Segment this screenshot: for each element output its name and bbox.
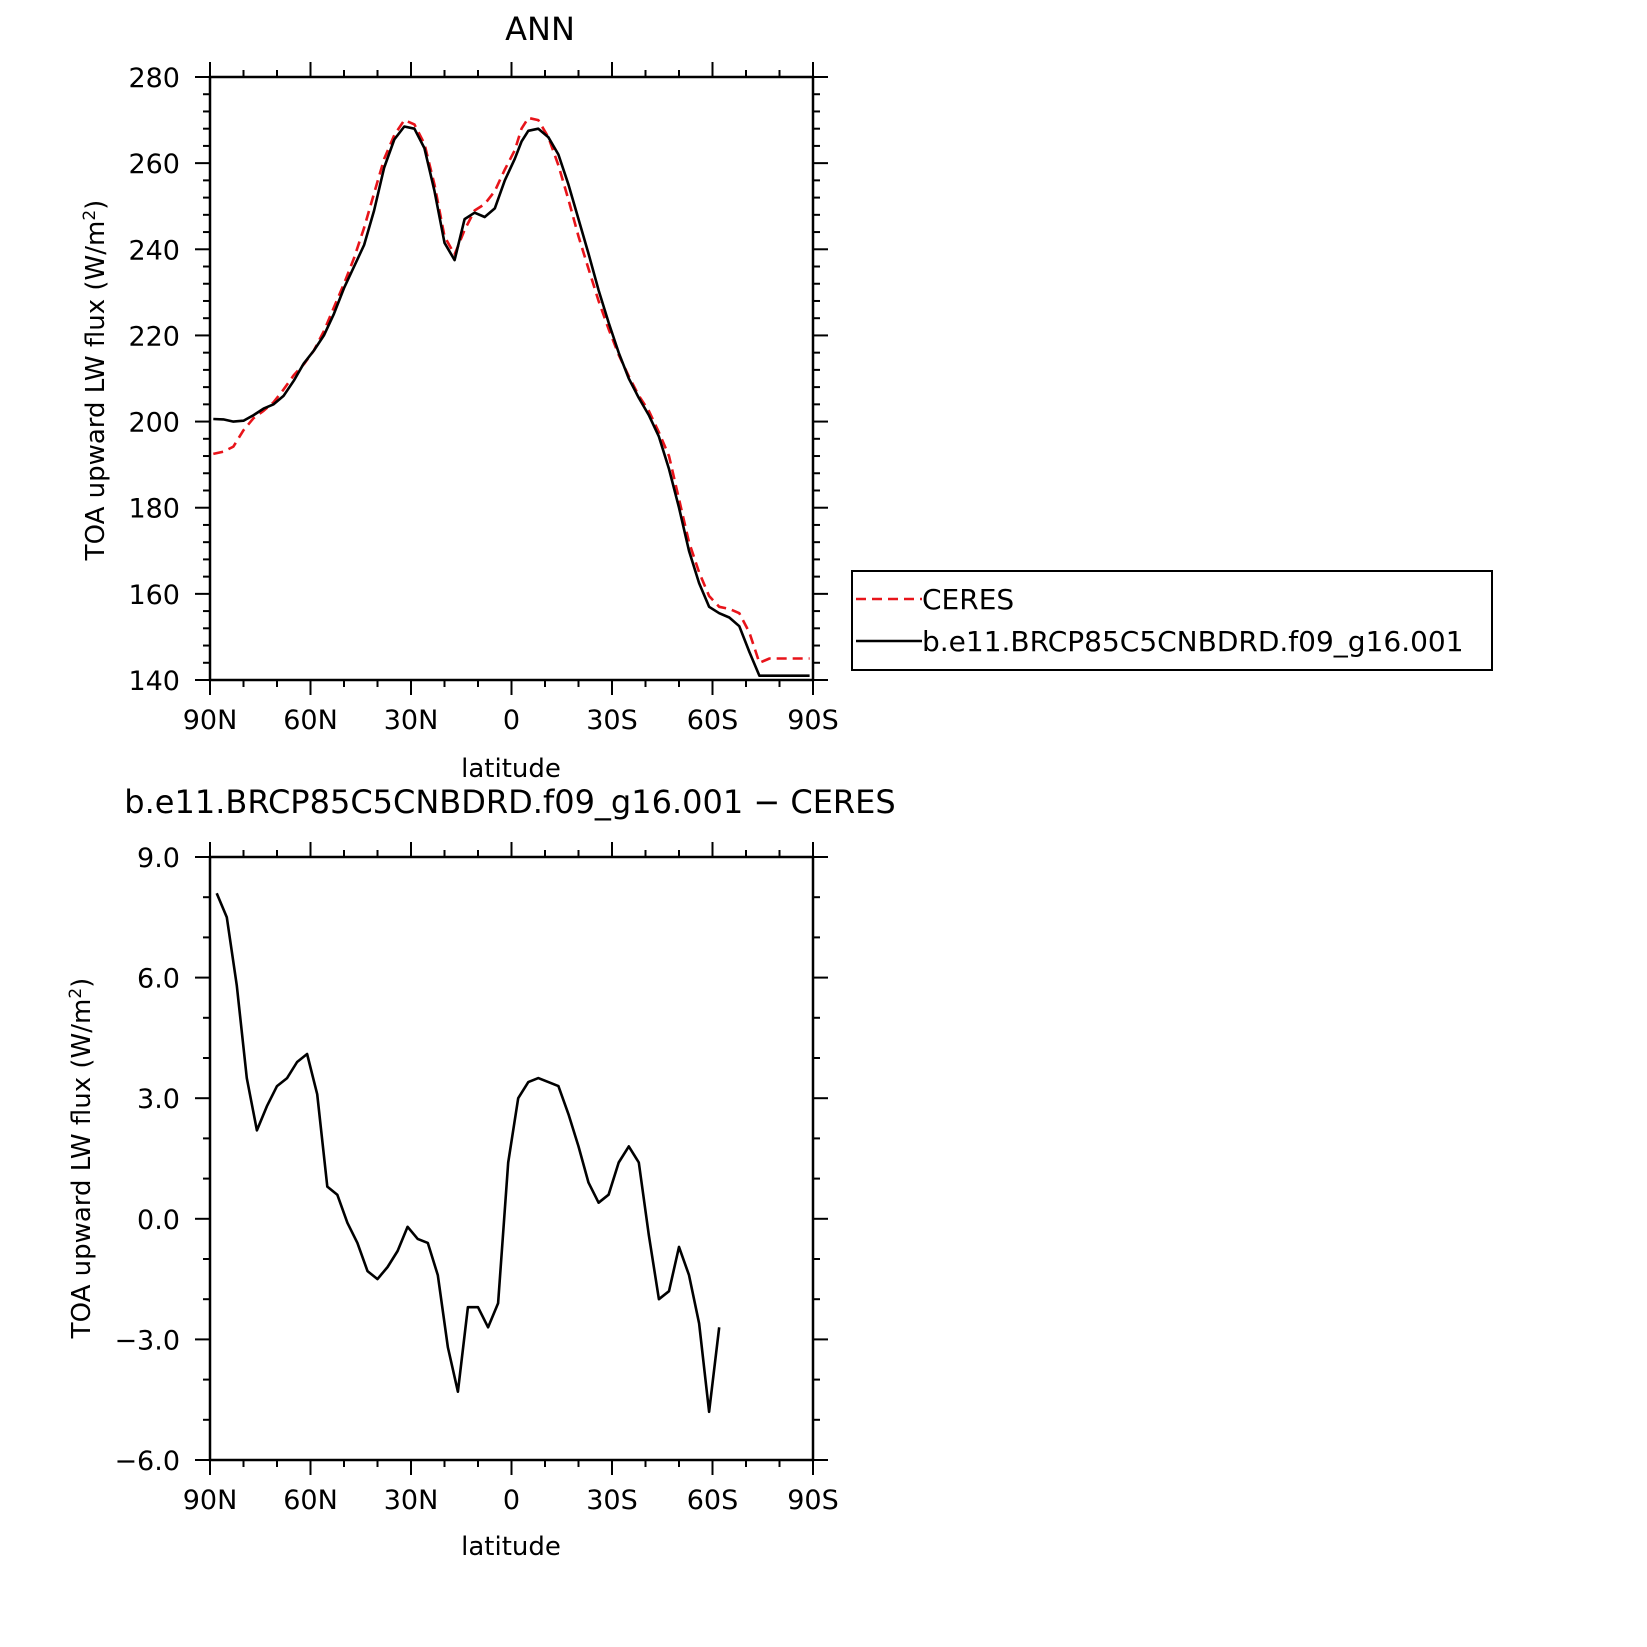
top-y-tick-label: 240 xyxy=(128,235,180,266)
top-series-line-1 xyxy=(213,125,810,678)
bottom-y-tick-label: −3.0 xyxy=(114,1325,180,1356)
bottom-x-axis-title: latitude xyxy=(461,1532,561,1562)
bottom-ticks: 90N 60N 30N 0 30S 60S 90S −6.0 −3.0 0.0 3.0 6.0 9.0 xyxy=(114,842,839,1516)
bottom-y-tick-label: 3.0 xyxy=(137,1084,180,1115)
top-y-tick-label: 140 xyxy=(128,666,180,697)
top-x-tick-label: 30N xyxy=(384,705,439,736)
legend: CERES b.e11.BRCP85C5CNBDRD.f09_g16.001 xyxy=(851,570,1493,671)
top-y-axis-title-superscript: 2 xyxy=(80,210,100,221)
bottom-x-tick-label: 30N xyxy=(384,1485,439,1516)
bottom-x-tick-label: 90N xyxy=(183,1485,238,1516)
bottom-y-axis-title: TOA upward LW flux (W/m2) xyxy=(66,978,97,1340)
top-x-axis-title: latitude xyxy=(461,754,561,784)
top-x-tick-label: 0 xyxy=(503,705,520,736)
top-ticks: 90N 60N 30N 0 30S 60S 90S 140 160 180 200 220 240 260… xyxy=(128,62,839,736)
top-y-tick-label: 280 xyxy=(128,63,180,94)
bottom-series-line-0 xyxy=(215,892,721,1414)
bottom-x-tick-label: 60N xyxy=(283,1485,338,1516)
top-plot-title: ANN xyxy=(505,10,575,48)
top-y-tick-label: 260 xyxy=(128,149,180,180)
bottom-plot-frame xyxy=(208,855,815,1462)
top-x-tick-label: 30S xyxy=(586,705,638,736)
bottom-x-tick-label: 60S xyxy=(687,1485,739,1516)
top-y-tick-label: 200 xyxy=(128,408,180,439)
top-panel: ANN 90N 60N 30N 0 30S 60S 90S 140 160 180 200 220 24… xyxy=(80,10,1493,784)
legend-label-model: b.e11.BRCP85C5CNBDRD.f09_g16.001 xyxy=(922,625,1464,658)
bottom-x-tick-label: 0 xyxy=(503,1485,520,1516)
bottom-panel: b.e11.BRCP85C5CNBDRD.f09_g16.001 − CERES… xyxy=(66,783,896,1562)
legend-label-ceres: CERES xyxy=(922,583,1014,616)
bottom-plot-title: b.e11.BRCP85C5CNBDRD.f09_g16.001 − CERES xyxy=(124,783,895,821)
top-y-tick-label: 160 xyxy=(128,580,180,611)
top-y-tick-label: 180 xyxy=(128,494,180,525)
top-x-tick-label: 90N xyxy=(183,705,238,736)
bottom-x-tick-label: 90S xyxy=(787,1485,839,1516)
top-series-line-0 xyxy=(213,116,810,665)
bottom-y-tick-label: −6.0 xyxy=(114,1446,180,1477)
bottom-y-tick-label: 9.0 xyxy=(137,843,180,874)
top-y-axis-title-main: TOA upward LW flux (W/m xyxy=(81,221,111,562)
bottom-series-group xyxy=(215,892,721,1414)
bottom-y-tick-label: 6.0 xyxy=(137,964,180,995)
top-series-group xyxy=(213,116,810,678)
bottom-y-tick-label: 0.0 xyxy=(137,1205,180,1236)
top-y-axis-title-close: ) xyxy=(81,200,111,210)
bottom-y-axis-title-superscript: 2 xyxy=(66,988,86,999)
bottom-y-axis-title-main: TOA upward LW flux (W/m xyxy=(67,999,97,1340)
top-x-tick-label: 90S xyxy=(787,705,839,736)
top-y-tick-label: 220 xyxy=(128,321,180,352)
top-x-tick-label: 60S xyxy=(687,705,739,736)
bottom-y-axis-title-close: ) xyxy=(67,978,97,988)
legend-box xyxy=(851,570,1493,671)
top-x-tick-label: 60N xyxy=(283,705,338,736)
top-y-axis-title: TOA upward LW flux (W/m2) xyxy=(80,200,111,562)
bottom-x-tick-label: 30S xyxy=(586,1485,638,1516)
